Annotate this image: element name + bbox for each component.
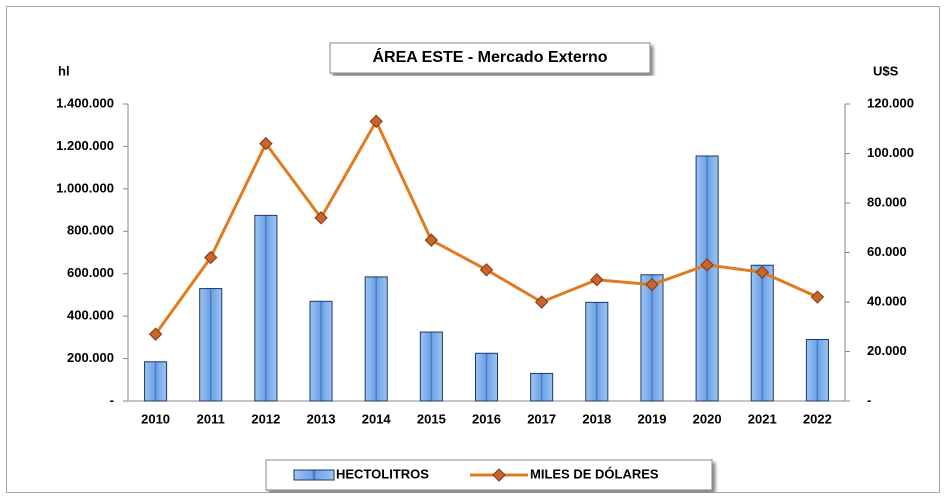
marker	[645, 277, 659, 292]
y-axis-title: hl	[58, 63, 70, 78]
y-tick-label: 1.400.000	[56, 95, 114, 110]
x-tick-label: 2015	[417, 411, 446, 426]
title-box	[329, 42, 651, 74]
y2-tick-label: -	[867, 392, 871, 407]
bar	[640, 274, 664, 402]
marker	[700, 258, 714, 272]
y-tick-label: 800.000	[67, 223, 114, 238]
bar	[750, 264, 774, 402]
chart-title: ÁREA ESTE - Mercado Externo	[372, 47, 607, 66]
y-tick-label: 1.200.000	[56, 138, 114, 153]
x-tick-label: 2017	[527, 411, 556, 426]
x-tick-label: 2011	[197, 411, 225, 426]
marker	[534, 295, 549, 309]
marker	[590, 273, 604, 287]
y-tick-label: -	[110, 392, 114, 407]
marker	[314, 211, 328, 225]
x-tick-label: 2019	[638, 411, 667, 426]
marker	[369, 114, 383, 129]
bar	[805, 338, 829, 402]
y2-tick-label: 120.000	[867, 95, 914, 110]
bar	[144, 361, 168, 402]
x-tick-label: 2016	[472, 411, 501, 426]
marker	[148, 327, 163, 341]
y-tick-label: 600.000	[67, 265, 114, 280]
x-tick-label: 2022	[803, 411, 832, 426]
marker	[259, 136, 273, 151]
bar	[530, 372, 554, 402]
bar	[364, 276, 388, 402]
y2-axis-title: U$S	[873, 63, 899, 78]
marker	[424, 233, 439, 247]
bar	[474, 352, 499, 402]
y2-tick-label: 80.000	[867, 194, 907, 209]
legend-label: MILES DE DÓLARES	[530, 466, 659, 481]
legend-swatch	[293, 469, 335, 481]
x-tick-label: 2014	[362, 411, 392, 426]
chart-frame	[6, 6, 940, 493]
bar	[695, 155, 719, 402]
legend-marker	[492, 468, 506, 482]
bar	[585, 301, 609, 402]
x-tick-label: 2013	[307, 411, 336, 426]
bar	[254, 214, 278, 402]
x-tick-label: 2021	[748, 411, 777, 426]
legend-label: HECTOLITROS	[336, 466, 429, 481]
bar	[419, 331, 443, 402]
y2-tick-label: 60.000	[867, 244, 907, 259]
x-tick-label: 2012	[251, 411, 280, 426]
y2-tick-label: 100.000	[867, 145, 914, 160]
y-tick-label: 400.000	[67, 308, 114, 323]
bar	[199, 288, 223, 402]
x-tick-label: 2018	[582, 411, 611, 426]
marker	[755, 265, 769, 280]
x-tick-label: 2010	[141, 411, 170, 426]
y2-tick-label: 40.000	[867, 293, 907, 308]
bar	[309, 300, 333, 402]
x-tick-label: 2020	[693, 411, 722, 426]
y2-tick-label: 20.000	[867, 343, 907, 358]
marker	[479, 263, 494, 277]
marker	[204, 250, 218, 265]
marker	[810, 290, 825, 304]
y-tick-label: 1.000.000	[56, 180, 114, 195]
y-tick-label: 200.000	[67, 350, 114, 365]
